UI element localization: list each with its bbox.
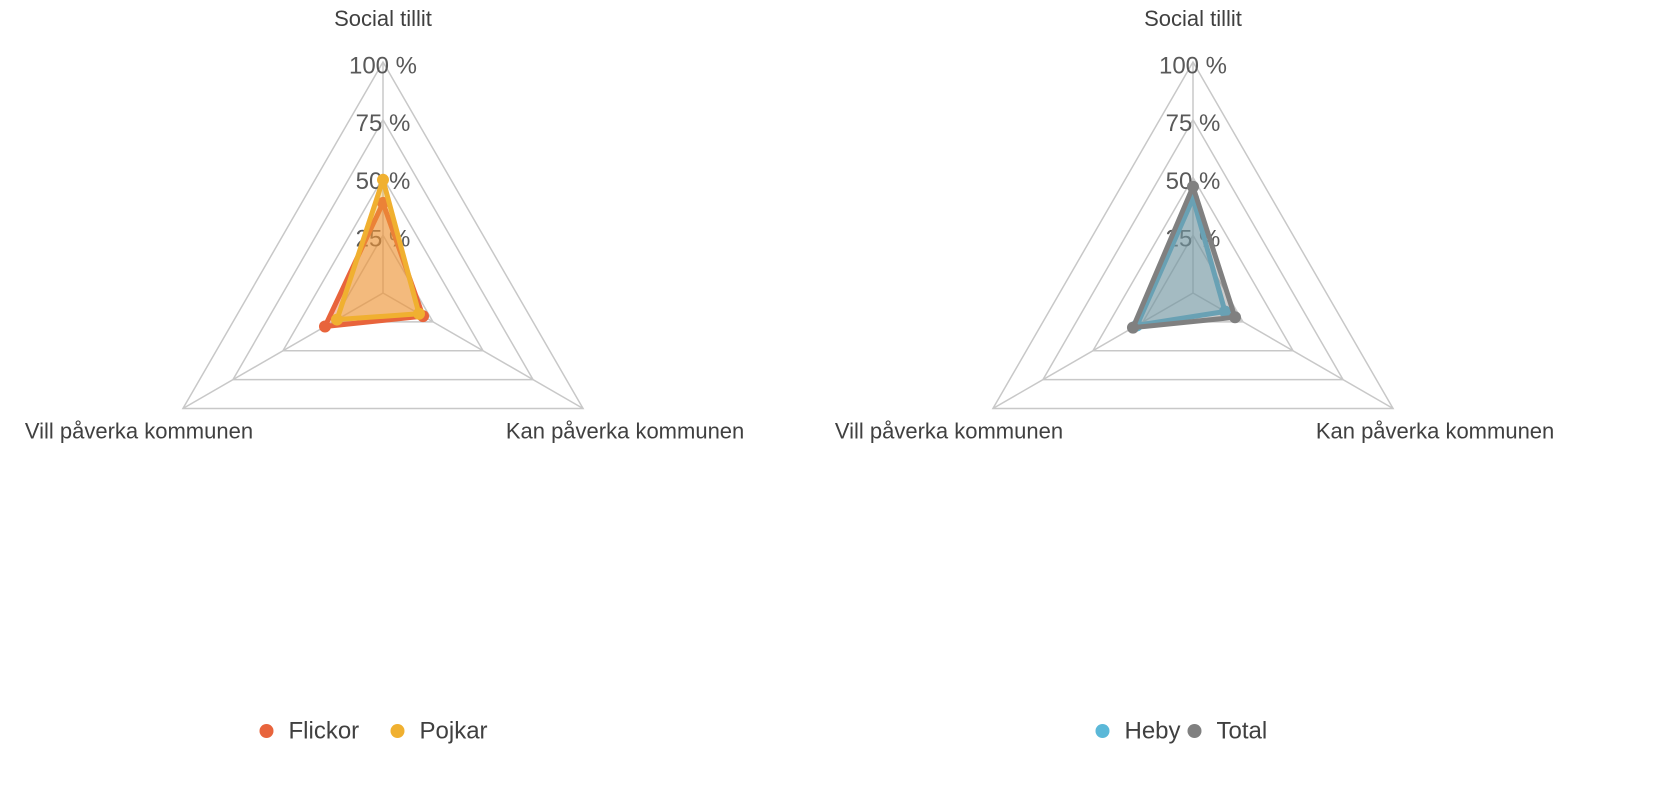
- legend-marker: [259, 724, 274, 738]
- grid-ring: [181, 60, 585, 410]
- legend-label: Pojkar: [420, 717, 488, 744]
- legend-label: Flickor: [289, 717, 360, 744]
- category-label: Social tillit: [334, 6, 432, 31]
- tick-label: 100 %: [349, 52, 417, 79]
- legend-label: Heby: [1125, 717, 1181, 744]
- data-point: [330, 313, 343, 326]
- grid-ring: [1091, 175, 1295, 352]
- category-label: Vill påverka kommunen: [25, 418, 253, 443]
- tick-label: 100 %: [1159, 52, 1227, 79]
- category-label: Vill påverka kommunen: [835, 418, 1063, 443]
- tick-label: 75 %: [1166, 110, 1221, 137]
- data-point: [377, 173, 389, 186]
- data-point: [1126, 321, 1139, 334]
- series-area: [1130, 184, 1238, 331]
- data-point: [1219, 305, 1232, 318]
- series-area: [1134, 195, 1228, 328]
- grid-ring: [281, 176, 485, 352]
- category-label: Kan påverka kommunen: [1316, 418, 1554, 443]
- spoke: [992, 292, 1194, 410]
- data-point: [318, 320, 331, 333]
- category-label: Kan påverka kommunen: [506, 418, 744, 443]
- legend-marker: [390, 724, 405, 738]
- data-point: [1187, 180, 1199, 193]
- series-area: [334, 177, 422, 323]
- data-point: [1229, 311, 1242, 324]
- tick-label: 75 %: [356, 110, 411, 137]
- category-label: Social tillit: [1144, 6, 1242, 31]
- legend-label: Total: [1217, 717, 1268, 744]
- legend-marker: [1187, 724, 1202, 738]
- grid-ring: [1041, 118, 1345, 381]
- legend-marker: [1095, 724, 1110, 738]
- grid-ring: [231, 118, 535, 381]
- spoke: [182, 292, 384, 410]
- grid-ring: [991, 60, 1395, 410]
- data-point: [413, 307, 426, 320]
